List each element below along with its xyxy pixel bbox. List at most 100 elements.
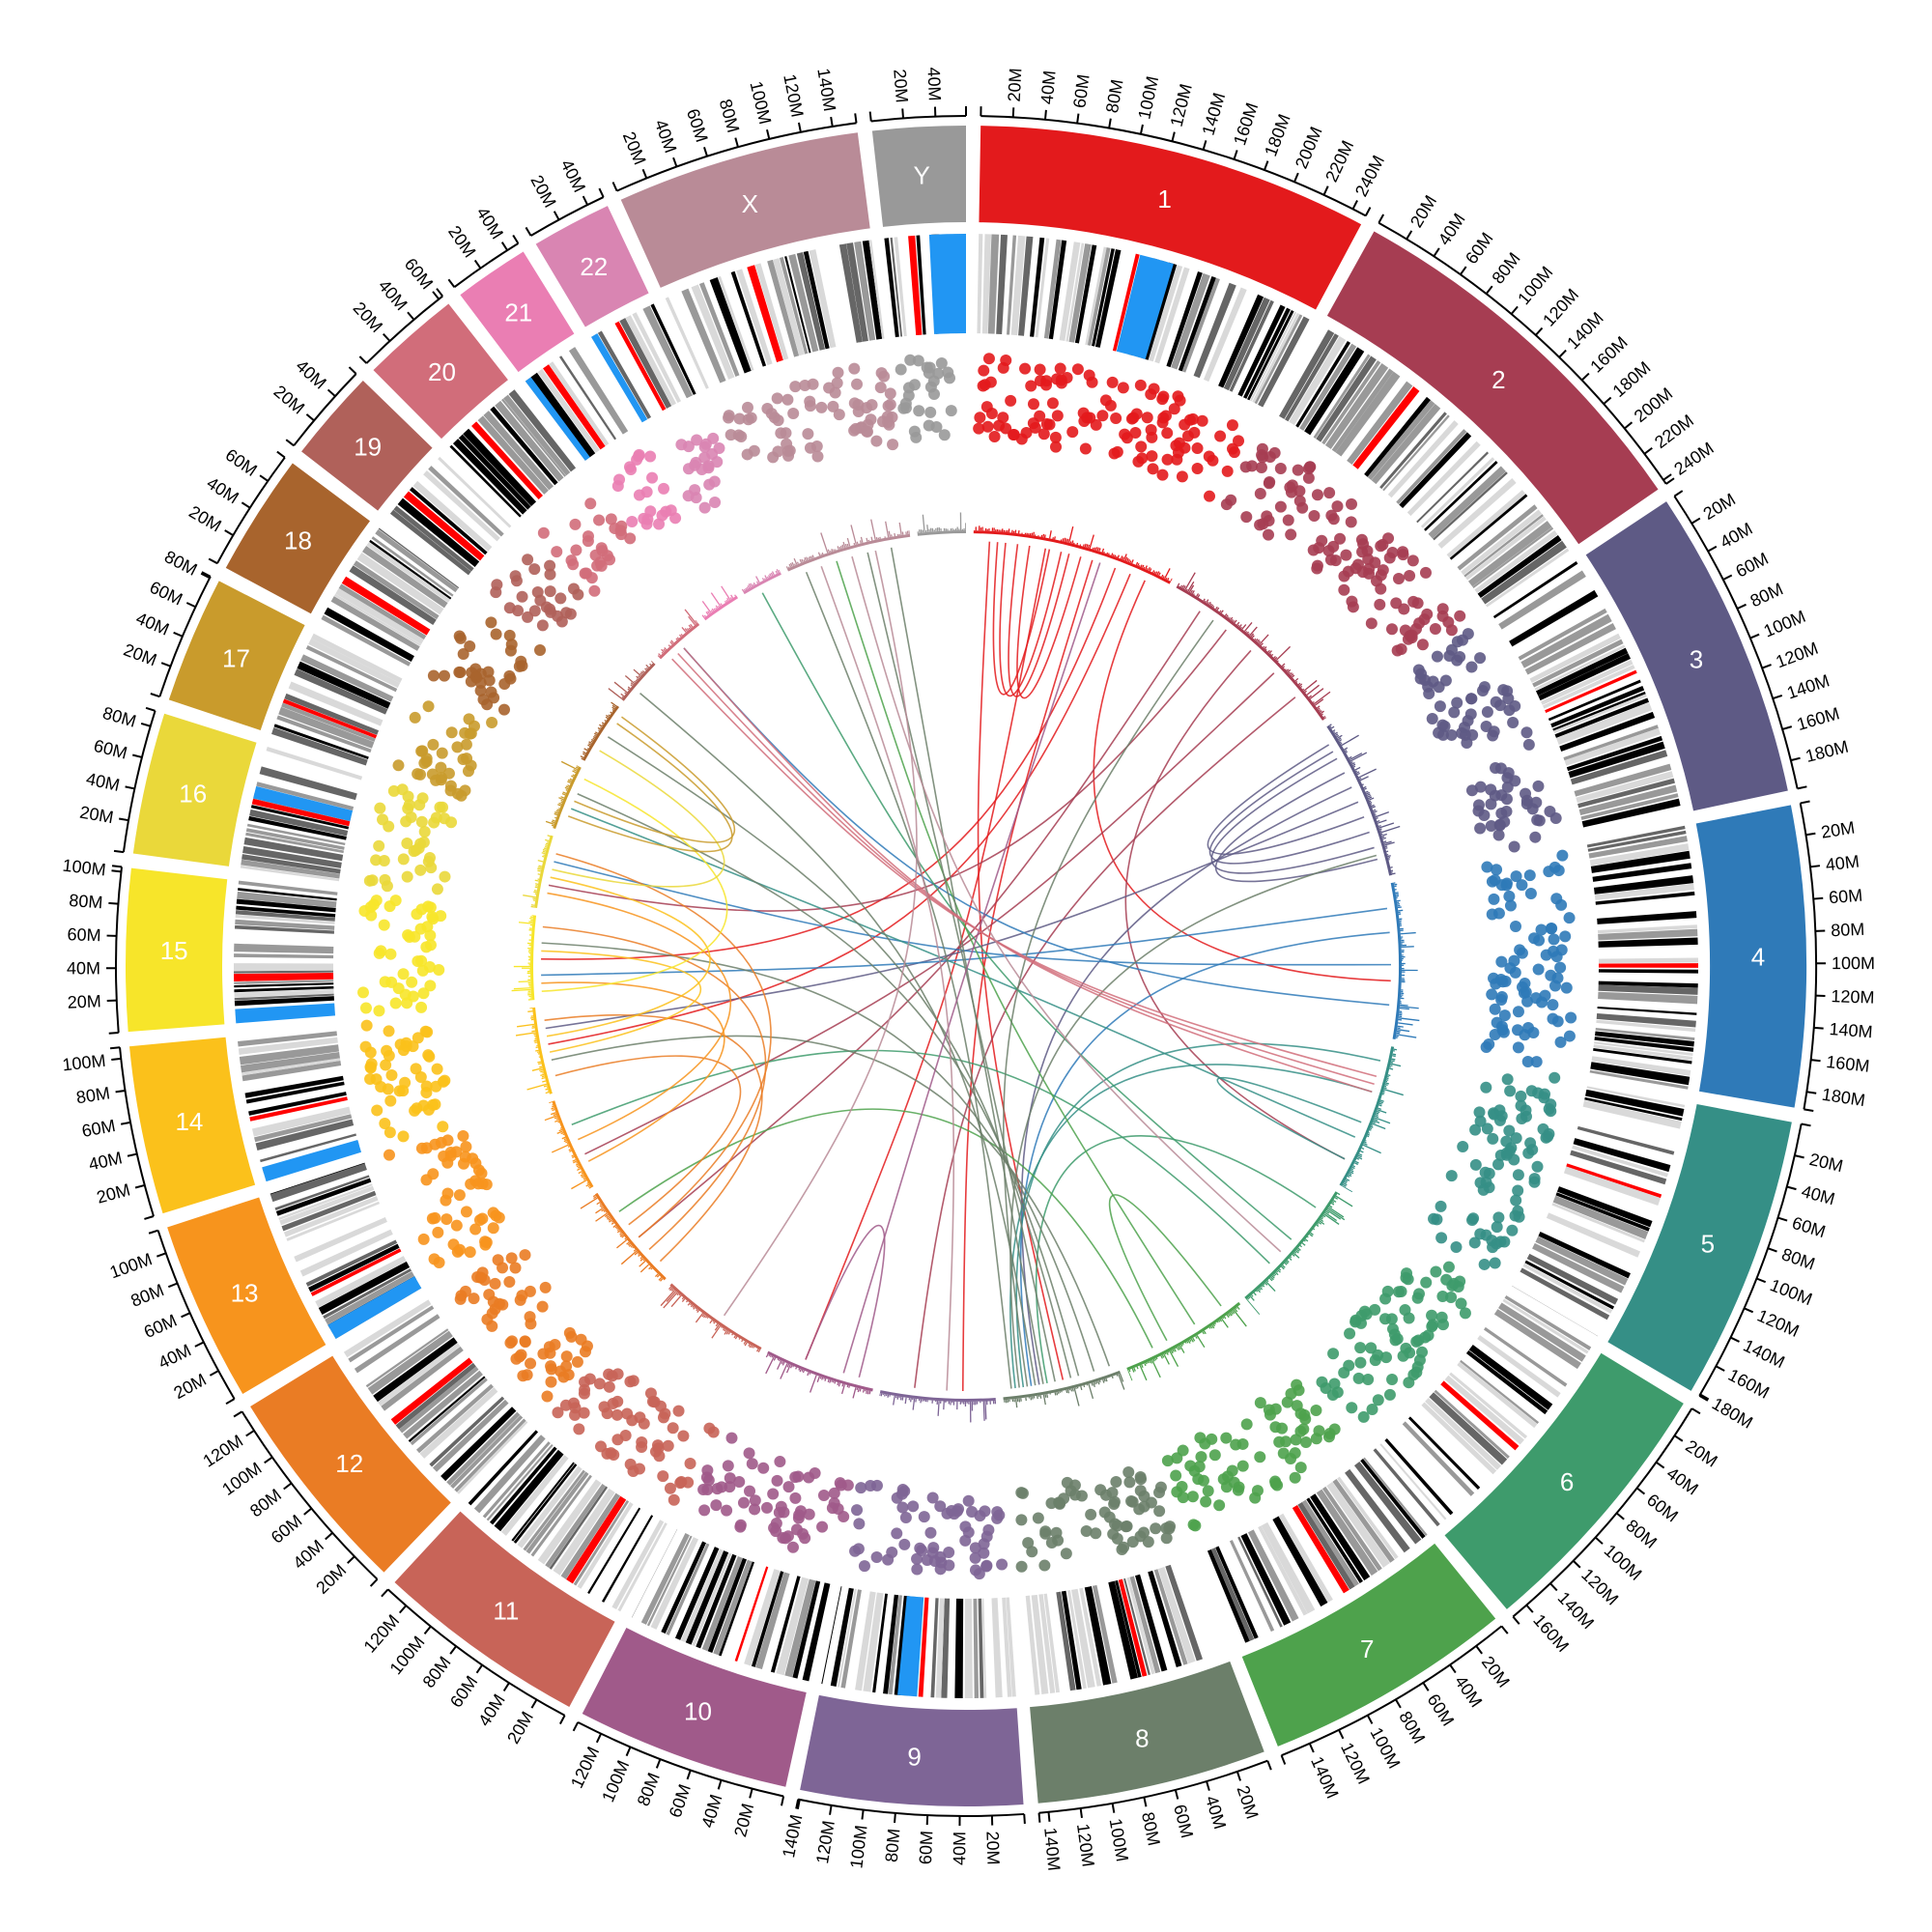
histogram-bar <box>585 1183 590 1187</box>
ideogram-arc[interactable] <box>168 581 305 731</box>
histogram-bar <box>1138 564 1141 567</box>
ideogram-arc[interactable] <box>1585 501 1788 811</box>
chromosome-11[interactable]: 11 <box>394 1511 615 1707</box>
tick-label: 40M <box>474 1690 509 1729</box>
axis-cap <box>1673 490 1684 497</box>
histogram-bar <box>1057 1391 1060 1394</box>
chromosome-7[interactable]: 7 <box>1241 1543 1496 1747</box>
chromosome-4[interactable]: 4 <box>1695 805 1806 1108</box>
ideogram-arc[interactable] <box>128 1037 256 1214</box>
scatter-point <box>1132 455 1145 468</box>
scatter-point <box>767 451 780 464</box>
chromosome-22[interactable]: 22 <box>535 206 649 327</box>
cytoband <box>375 529 459 593</box>
histogram-bar <box>559 1127 562 1129</box>
chromosome-1[interactable]: 1 <box>979 126 1362 310</box>
ideogram-arc[interactable] <box>582 1628 807 1787</box>
chromosome-9[interactable]: 9 <box>800 1694 1024 1806</box>
cytoband <box>238 888 337 901</box>
scatter-point <box>1127 412 1140 424</box>
histogram-bar <box>678 634 682 638</box>
scatter-point <box>899 1511 912 1523</box>
histogram-bar <box>933 529 935 532</box>
chromosome-13[interactable]: 13 <box>167 1197 327 1394</box>
histogram-bar <box>1131 1368 1135 1373</box>
chromosome-Y[interactable]: Y <box>871 126 966 227</box>
link-chord <box>1208 751 1370 865</box>
scatter-point <box>1520 726 1533 739</box>
histogram-bar <box>1220 610 1224 613</box>
scatter-point <box>974 412 986 424</box>
ideogram-arc[interactable] <box>620 132 870 288</box>
chromosome-18[interactable]: 18 <box>225 463 370 614</box>
ideogram-arc[interactable] <box>225 463 370 614</box>
ideogram-arc[interactable] <box>167 1197 327 1394</box>
histogram-bar <box>901 531 904 535</box>
chromosome-8[interactable]: 8 <box>1030 1661 1264 1804</box>
scatter-point <box>711 456 724 469</box>
ideogram-arc[interactable] <box>1607 1104 1792 1391</box>
ideogram-arc[interactable] <box>979 126 1362 310</box>
cytoband <box>245 828 345 850</box>
ideogram-arc[interactable] <box>373 303 508 440</box>
histogram-bar <box>1246 1298 1261 1315</box>
chromosome-label: 9 <box>907 1742 921 1771</box>
chromosome-15[interactable]: 15 <box>126 867 228 1033</box>
ideogram-arc[interactable] <box>132 713 257 867</box>
cytoband <box>1535 1236 1629 1286</box>
ideogram-arc[interactable] <box>1241 1543 1496 1747</box>
chromosome-21[interactable]: 21 <box>460 251 575 373</box>
ideogram-arc[interactable] <box>126 867 228 1033</box>
scatter-point <box>444 780 457 792</box>
ideogram-arc[interactable] <box>394 1511 615 1707</box>
histogram-bar <box>1363 785 1367 789</box>
ideogram-arc[interactable] <box>535 206 649 327</box>
ideogram-arc[interactable] <box>250 1355 451 1573</box>
cytoband-heterochromatin <box>928 234 966 334</box>
histogram-bar <box>1322 715 1326 719</box>
ideogram-arc[interactable] <box>1695 805 1806 1108</box>
histogram-bar <box>1126 557 1129 562</box>
histogram-bar <box>1026 532 1028 535</box>
chromosome-10[interactable]: 10 <box>582 1628 807 1787</box>
cytobands-20 <box>449 389 577 518</box>
chromosome-2[interactable]: 2 <box>1326 231 1659 545</box>
scatter-point <box>1427 1319 1439 1331</box>
chromosome-16[interactable]: 16 <box>132 713 257 867</box>
scatter-point <box>1474 652 1487 665</box>
chromosome-19[interactable]: 19 <box>301 380 433 511</box>
ideogram-arc[interactable] <box>1030 1661 1264 1804</box>
chromosome-12[interactable]: 12 <box>250 1355 451 1573</box>
histogram-bar <box>1385 1080 1388 1083</box>
ideogram-arc[interactable] <box>460 251 575 373</box>
ideogram-arc[interactable] <box>301 380 433 511</box>
cytoband <box>1534 644 1626 691</box>
histogram-baseline <box>669 1283 762 1350</box>
chromosome-14[interactable]: 14 <box>128 1037 256 1214</box>
scatter-point <box>469 1223 482 1236</box>
ideogram-arc[interactable] <box>800 1694 1024 1806</box>
scatter-point <box>1485 783 1497 796</box>
cytoband <box>279 1185 375 1226</box>
ideogram-arc[interactable] <box>1326 231 1659 545</box>
cytoband <box>549 361 610 446</box>
chromosome-3[interactable]: 3 <box>1585 501 1788 811</box>
histogram-bar <box>1262 1284 1265 1288</box>
chromosome-6[interactable]: 6 <box>1444 1352 1684 1609</box>
chromosome-5[interactable]: 5 <box>1607 1104 1792 1391</box>
scatter-point <box>1103 1511 1116 1523</box>
tick-label: 60M <box>222 445 261 480</box>
histogram-bar <box>1393 1048 1398 1051</box>
axis-cap <box>611 182 618 192</box>
ideogram-arc[interactable] <box>871 126 966 227</box>
histogram-bar <box>1005 530 1007 532</box>
chromosome-20[interactable]: 20 <box>373 303 508 440</box>
histogram-bar <box>1350 1171 1354 1175</box>
scatter-point <box>378 919 390 931</box>
histogram-bar <box>676 637 679 639</box>
chromosome-17[interactable]: 17 <box>168 581 305 731</box>
chromosome-X[interactable]: X <box>620 132 870 288</box>
ideogram-arc[interactable] <box>1444 1352 1684 1609</box>
histogram-bar <box>1396 895 1400 897</box>
cytoband <box>1171 272 1210 370</box>
